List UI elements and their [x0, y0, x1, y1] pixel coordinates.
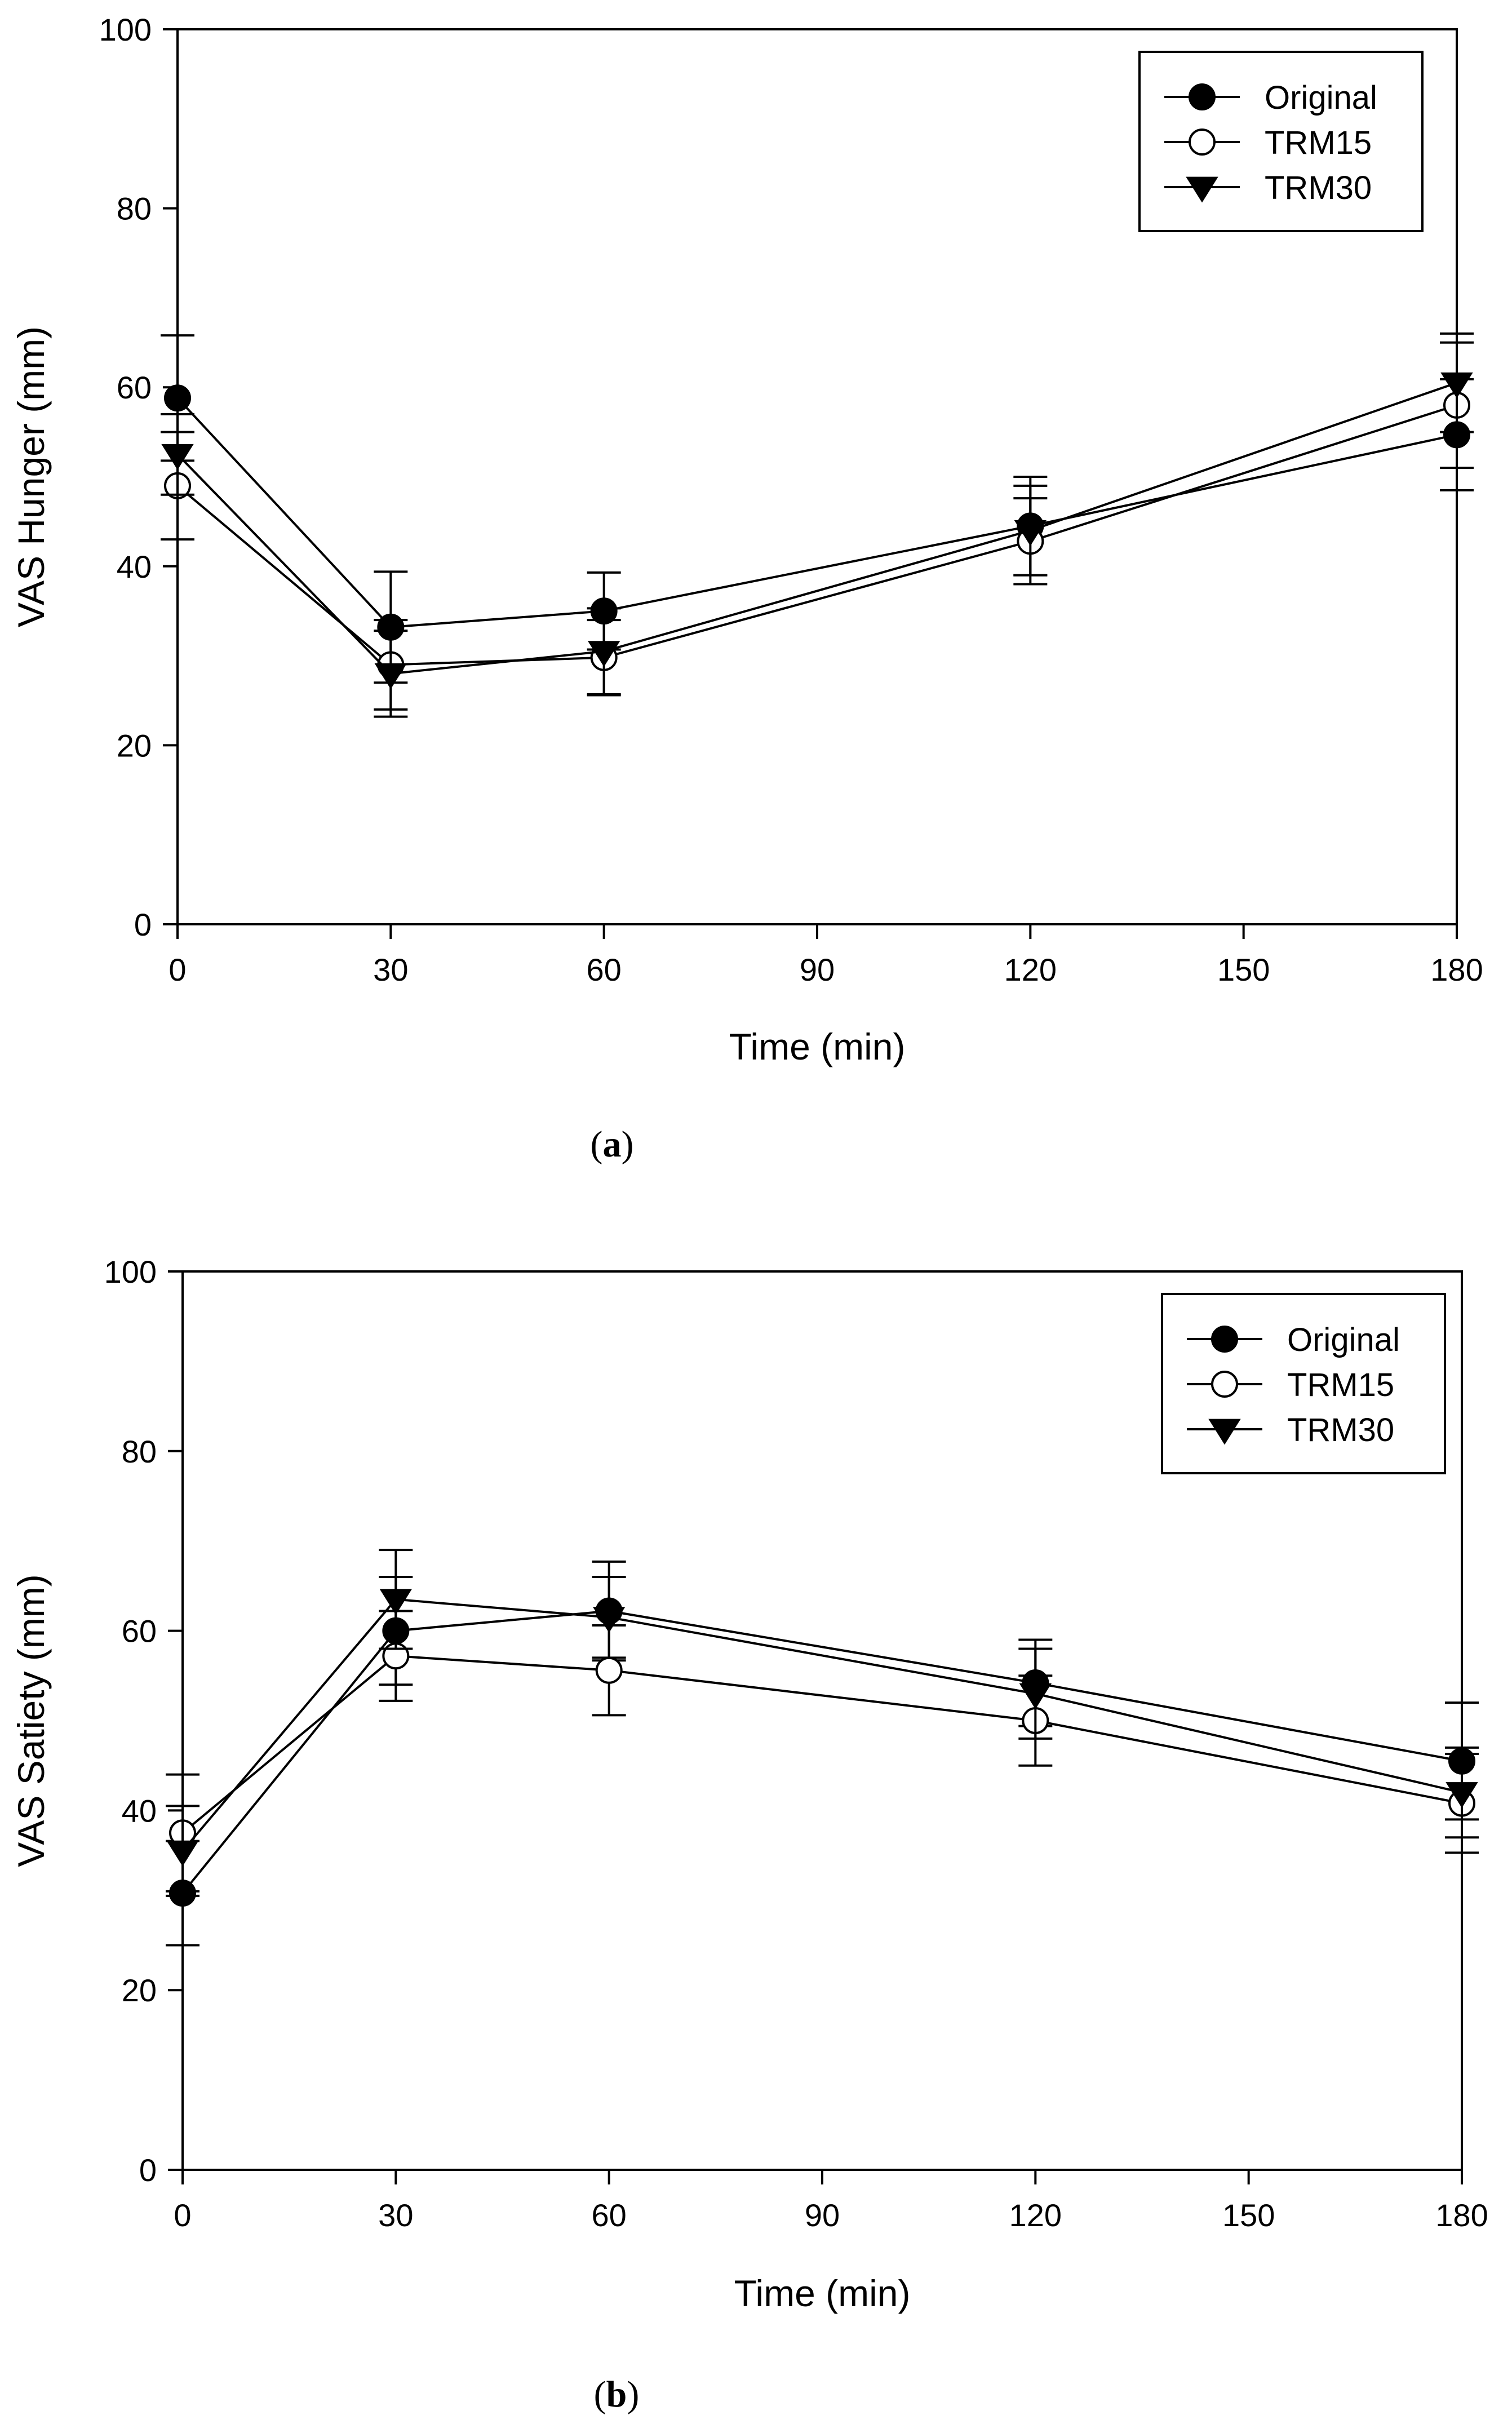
- legend-marker: [1208, 1419, 1241, 1445]
- legend-label: TRM15: [1287, 1367, 1394, 1403]
- y-tick-label: 60: [122, 1614, 157, 1649]
- y-tick-label: 80: [122, 1434, 157, 1469]
- plot-a-series-trm30-point: [374, 663, 407, 689]
- plot-b-series-trm30-point: [1019, 1683, 1052, 1709]
- legend-marker: [1186, 176, 1218, 203]
- x-tick-label: 120: [1009, 2197, 1062, 2233]
- plot-b-x-axis: 0 30 60 90 120 150 180: [174, 2170, 1488, 2233]
- panel-a-letter: a: [603, 1124, 622, 1165]
- plot-a-legend-item-trm15: TRM15: [1164, 125, 1372, 161]
- x-tick-label: 0: [169, 952, 186, 987]
- x-tick-label: 60: [587, 952, 622, 987]
- x-tick-label: 30: [378, 2197, 413, 2233]
- plot-b-series-trm30-point: [592, 1607, 626, 1633]
- plot-a-series-trm30-point: [587, 641, 620, 667]
- plot-a-x-axis-label: Time (min): [729, 1026, 906, 1067]
- legend-label: Original: [1265, 79, 1377, 116]
- y-tick-label: 80: [117, 191, 152, 227]
- plot-a-legend-item-trm30: TRM30: [1164, 170, 1372, 206]
- y-tick-label: 0: [139, 2152, 157, 2188]
- plot-b-legend-item-trm15: TRM15: [1187, 1367, 1394, 1403]
- plot-b-y-axis-label: VAS Satiety (mm): [10, 1574, 52, 1867]
- plot-b-y-axis: 0 20 40 60 80 100: [104, 1254, 183, 2188]
- panel-b-label: (b): [594, 2374, 640, 2415]
- x-tick-label: 90: [800, 952, 835, 987]
- plot-a-legend: Original TRM15 TRM30: [1138, 51, 1424, 232]
- y-tick-label: 40: [117, 549, 152, 584]
- x-tick-label: 180: [1435, 2197, 1488, 2233]
- legend-marker: [1211, 1371, 1238, 1398]
- panel-a-label: (a): [591, 1124, 634, 1165]
- plot-b-series-trm30-point: [379, 1589, 413, 1615]
- plot-b-legend: Original TRM15 TRM30: [1161, 1293, 1446, 1474]
- y-tick-label: 20: [117, 728, 152, 763]
- plot-b-legend-item-trm30: TRM30: [1187, 1412, 1394, 1448]
- x-tick-label: 180: [1430, 952, 1483, 987]
- panel-b: 0 30 60 90 120 150 180 0 20 40 60 80 100 Time (min)…: [10, 1254, 1488, 2415]
- y-tick-label: 100: [104, 1254, 157, 1289]
- x-tick-label: 90: [805, 2197, 840, 2233]
- x-tick-label: 30: [373, 952, 408, 987]
- plot-b-legend-item-original: Original: [1187, 1322, 1400, 1358]
- plot-a-y-axis: 0 20 40 60 80 100: [99, 12, 178, 942]
- plot-a-y-axis-label: VAS Hunger (mm): [10, 326, 52, 627]
- x-tick-label: 60: [592, 2197, 627, 2233]
- legend-marker: [1189, 83, 1216, 110]
- y-tick-label: 60: [117, 370, 152, 405]
- x-tick-label: 0: [174, 2197, 191, 2233]
- plot-a-x-axis: 0 30 60 90 120 150 180: [169, 924, 1483, 987]
- plot-a-legend-item-original: Original: [1164, 79, 1377, 116]
- panel-a: 0 30 60 90 120 150 180 0 20 40 60 80 100 Time (min)…: [10, 12, 1483, 1165]
- plot-b-x-axis-label: Time (min): [734, 2272, 911, 2314]
- legend-label: TRM30: [1265, 170, 1372, 206]
- legend-marker: [1189, 128, 1216, 156]
- y-tick-label: 20: [122, 1973, 157, 2008]
- y-tick-label: 40: [122, 1793, 157, 1828]
- legend-marker: [1211, 1326, 1238, 1353]
- legend-label: TRM30: [1287, 1412, 1394, 1448]
- x-tick-label: 150: [1217, 952, 1270, 987]
- plot-a-series-trm30: [161, 332, 1474, 718]
- x-tick-label: 120: [1004, 952, 1057, 987]
- plot-a-series-trm30-point: [1014, 520, 1047, 546]
- y-tick-label: 0: [134, 907, 152, 942]
- legend-label: TRM15: [1265, 125, 1372, 161]
- plot-b-series-trm15-point: [595, 1656, 623, 1684]
- y-tick-label: 100: [99, 12, 152, 47]
- x-tick-label: 150: [1222, 2197, 1275, 2233]
- panel-b-letter: b: [606, 2374, 627, 2415]
- legend-label: Original: [1287, 1322, 1400, 1358]
